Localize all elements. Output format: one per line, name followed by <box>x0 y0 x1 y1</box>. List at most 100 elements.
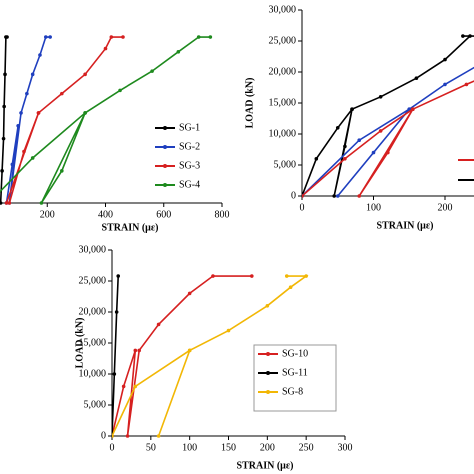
data-point <box>4 201 9 205</box>
data-point <box>60 91 64 96</box>
data-point <box>60 169 64 173</box>
y-tick-label: 0 <box>291 190 296 201</box>
data-point <box>114 310 119 314</box>
data-point <box>332 194 336 198</box>
data-point <box>335 194 340 198</box>
data-point <box>187 291 192 296</box>
data-point <box>83 111 87 115</box>
y-tick-label: 25,000 <box>79 275 107 286</box>
data-point <box>357 194 362 198</box>
data-point <box>16 124 20 128</box>
data-point <box>378 95 383 99</box>
x-axis-title: STRAIN (με) <box>237 460 294 471</box>
x-tick-label: 200 <box>260 442 275 453</box>
data-point <box>265 304 270 308</box>
data-point <box>116 274 121 278</box>
data-point <box>30 72 35 77</box>
series-line <box>5 36 123 204</box>
series-line <box>302 66 474 197</box>
data-point <box>284 274 289 278</box>
data-point <box>30 156 35 160</box>
data-point <box>411 107 415 111</box>
legend-marker <box>163 164 167 168</box>
data-point <box>43 35 48 39</box>
y-tick-label: 5,000 <box>274 159 297 170</box>
legend-marker <box>163 145 167 149</box>
plot-area <box>112 274 309 438</box>
data-point <box>156 434 161 438</box>
data-point <box>314 157 319 161</box>
x-tick-label: 150 <box>221 442 236 453</box>
data-point <box>0 201 3 205</box>
series-line <box>302 35 474 197</box>
x-axis-title: STRAIN (με) <box>377 220 434 231</box>
legend-box <box>455 150 474 190</box>
legend-box <box>253 344 337 412</box>
data-point <box>371 150 376 155</box>
data-point <box>343 157 347 161</box>
x-tick-label: 100 <box>366 202 381 213</box>
x-tick-label: 50 <box>146 442 156 453</box>
legend-marker <box>266 371 270 375</box>
data-point <box>350 107 354 111</box>
legend-label: SG-2 <box>179 141 200 152</box>
y-tick-label: 15,000 <box>79 337 107 348</box>
y-tick-label: 10,000 <box>269 128 297 139</box>
data-point <box>176 50 181 54</box>
data-point <box>125 434 130 438</box>
data-point <box>357 138 362 142</box>
legend-marker <box>266 390 270 394</box>
data-point <box>464 82 469 87</box>
y-tick-label: 30,000 <box>269 4 297 15</box>
data-point <box>48 35 52 39</box>
x-tick-label: 0 <box>110 442 115 453</box>
data-point <box>443 57 447 62</box>
y-tick-label: 20,000 <box>79 306 107 317</box>
data-point <box>2 104 6 109</box>
data-point <box>414 76 419 80</box>
data-point <box>156 322 161 327</box>
legend-label: SG-11 <box>282 367 308 378</box>
data-point <box>3 72 7 77</box>
data-point <box>133 348 138 353</box>
data-point <box>0 169 4 173</box>
data-point <box>25 91 29 96</box>
plot-area <box>302 34 474 198</box>
x-tick-label: 400 <box>98 209 113 220</box>
data-point <box>133 384 138 389</box>
data-point <box>118 88 122 93</box>
data-point <box>335 126 340 130</box>
series-line <box>112 275 309 437</box>
data-point <box>1 136 6 141</box>
data-point <box>226 328 231 333</box>
y-tick-label: 30,000 <box>79 244 107 255</box>
legend-marker <box>266 352 270 356</box>
y-tick-label: 25,000 <box>269 35 297 46</box>
data-point <box>22 149 26 154</box>
x-tick-label: 250 <box>299 442 314 453</box>
data-point <box>187 348 192 353</box>
y-axis-title: LOAD (kN) <box>244 78 255 129</box>
data-point <box>137 348 141 353</box>
data-point <box>288 285 293 290</box>
data-point <box>83 72 87 77</box>
data-point <box>19 111 23 115</box>
legend-label: SG-10 <box>282 348 308 359</box>
x-axis-title: STRAIN (με) <box>102 222 159 233</box>
series-line <box>112 276 120 437</box>
x-tick-label: 800 <box>215 209 230 220</box>
data-point <box>443 82 447 87</box>
x-tick-label: 300 <box>338 442 353 453</box>
x-tick-label: 0 <box>300 202 305 213</box>
data-point <box>468 34 472 38</box>
series-line <box>5 36 51 204</box>
data-point <box>36 111 41 115</box>
data-point <box>5 35 9 39</box>
data-point <box>121 384 126 389</box>
legend-marker <box>163 126 167 130</box>
y-tick-label: 20,000 <box>269 66 297 77</box>
data-point <box>38 53 42 57</box>
data-point <box>250 274 254 278</box>
data-point <box>10 162 15 167</box>
